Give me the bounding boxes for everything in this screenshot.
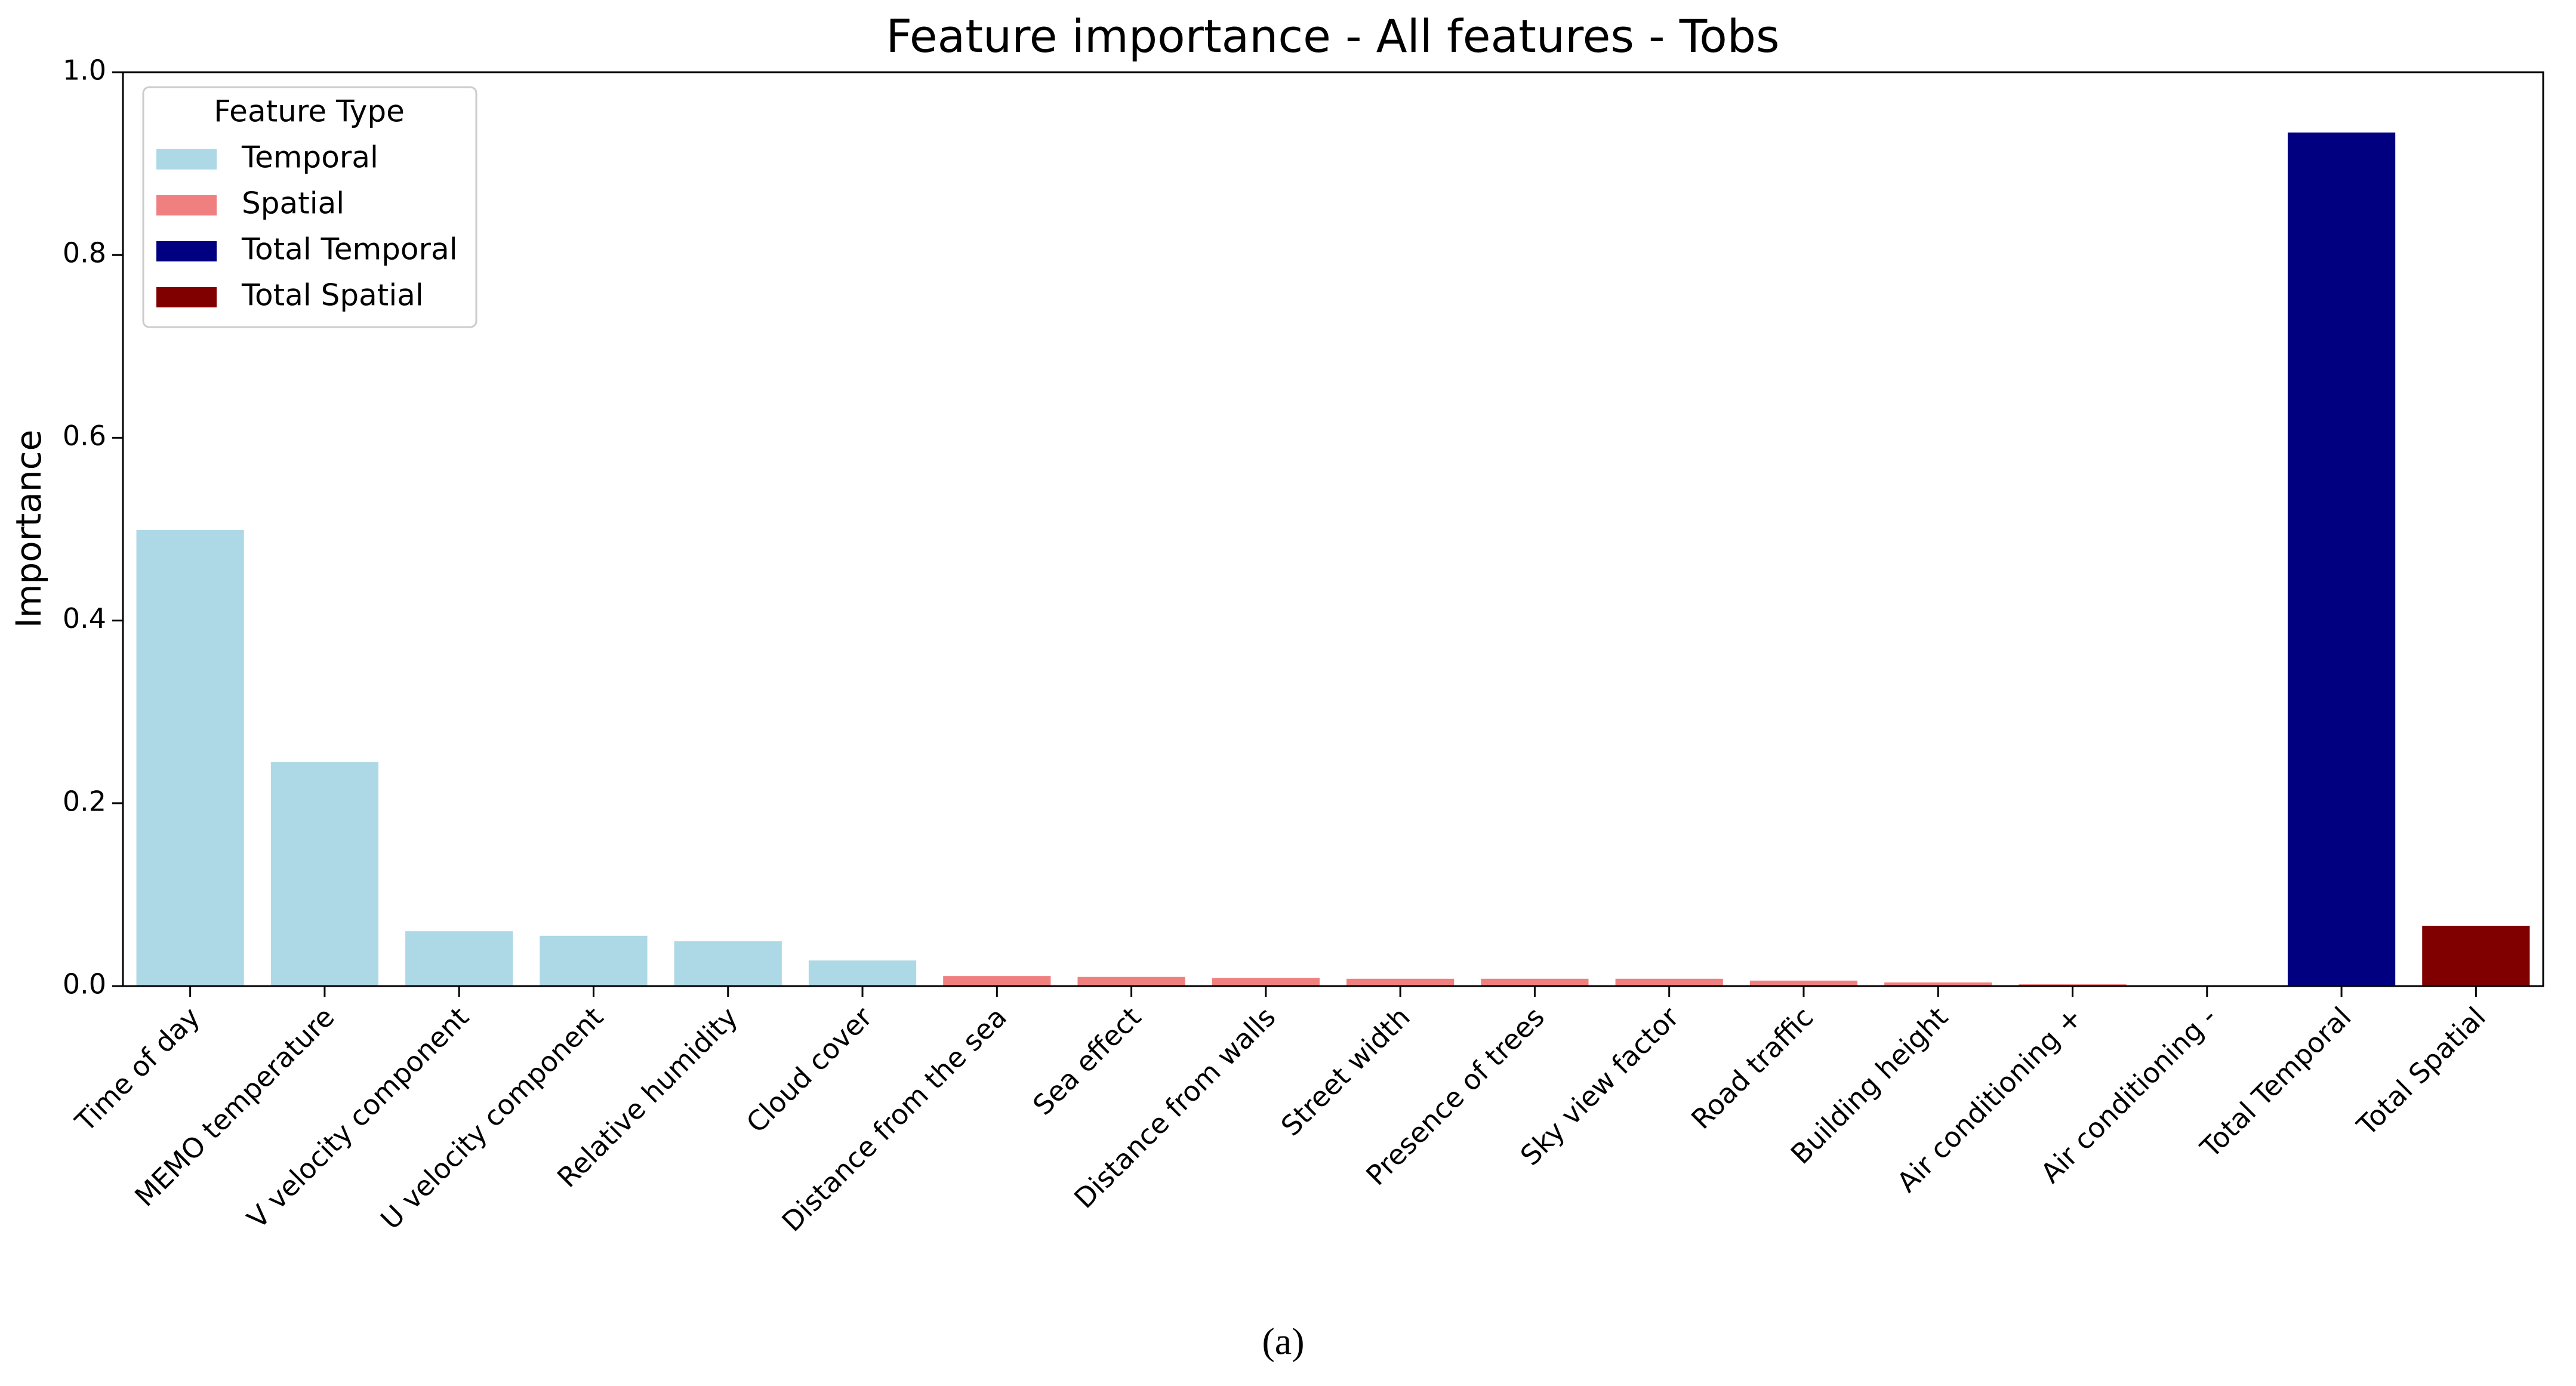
bar [1615,978,1723,986]
legend-label: Spatial [242,186,344,221]
caption: (a) [1262,1320,1304,1363]
bar [943,976,1051,986]
legend-label: Total Temporal [241,232,458,267]
bar [1077,977,1185,986]
legend-swatch [156,195,217,215]
bar [540,935,648,986]
legend-label: Total Spatial [241,278,424,313]
legend-swatch [156,241,217,261]
chart-title: Feature importance - All features - Tobs [886,10,1779,63]
bar [1884,982,1992,986]
bar [136,530,244,986]
legend-box [142,86,477,328]
bar [1749,980,1858,986]
y-tick-label: 0.6 [63,420,106,452]
bar [2019,984,2127,986]
legend-swatch [156,149,217,170]
plot-frame [122,71,2544,987]
y-tick-label: 0.0 [63,968,106,1000]
bar [808,960,917,986]
legend-title: Feature Type [214,94,405,129]
legend-swatch [156,287,217,307]
bar [1212,978,1320,986]
y-tick-label: 0.2 [63,785,106,817]
y-tick-label: 1.0 [63,54,106,87]
bar [405,931,513,986]
bar [270,762,379,986]
bar [2287,133,2396,986]
y-tick-label: 0.8 [63,237,106,269]
y-tick-label: 0.4 [63,602,106,635]
bar [1346,978,1455,986]
bar [674,941,782,986]
bar [2422,925,2530,986]
legend-label: Temporal [241,140,378,175]
bar [1481,978,1589,986]
y-axis-label: Importance [8,430,49,628]
